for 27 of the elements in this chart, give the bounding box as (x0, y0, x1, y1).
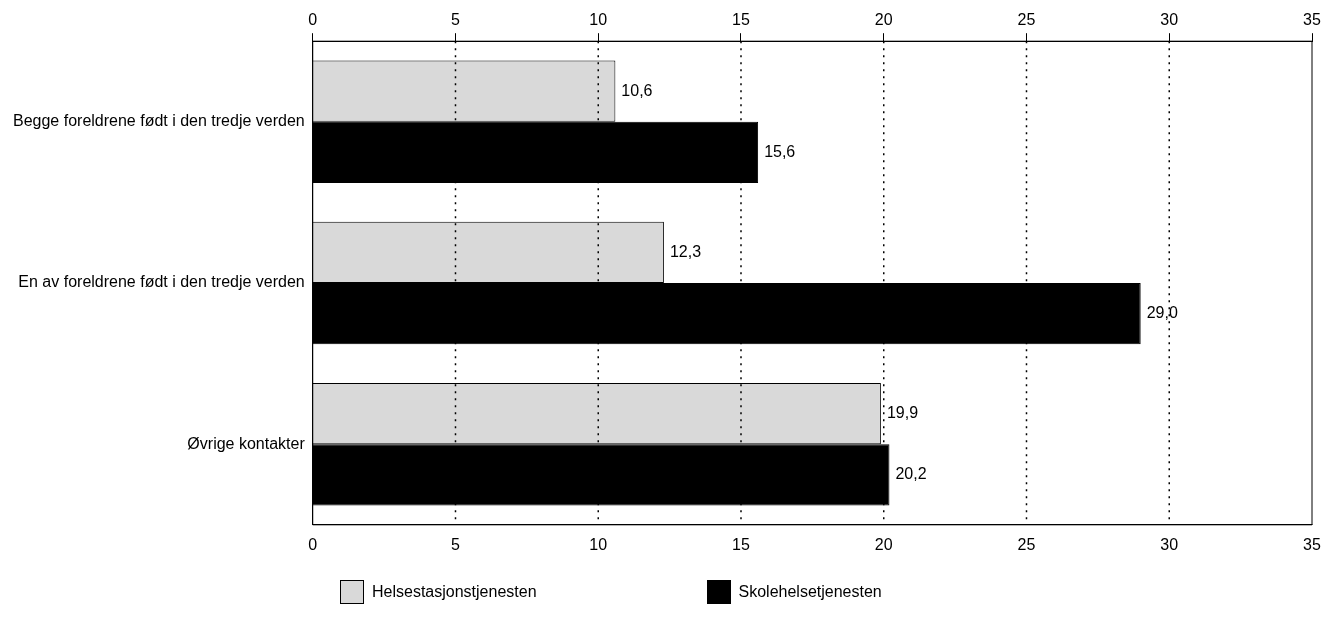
x-tick-label: 25 (1017, 11, 1036, 29)
x2-tick-label: 20 (874, 535, 893, 553)
data-label: 15,6 (764, 142, 796, 160)
data-label: 19,9 (886, 403, 919, 421)
data-label: 29,0 (1146, 304, 1178, 322)
x2-tick-label: 5 (451, 535, 461, 553)
x2-tick-label: 30 (1160, 535, 1179, 553)
legend-label: Skolehelsetjenesten (738, 583, 882, 601)
x2-tick-label: 25 (1017, 535, 1036, 553)
x2-tick-label: 10 (589, 535, 608, 553)
x2-tick-label: 0 (308, 535, 318, 553)
x-tick-label: 15 (732, 11, 750, 29)
x-tick-label: 5 (451, 11, 461, 29)
x2-tick-label: 15 (732, 535, 750, 553)
y-tick-label: Begge foreldrene født i den tredje verden (12, 112, 305, 130)
legend-label: Helsestasjonstjenesten (372, 583, 537, 601)
x2-tick-label: 35 (1303, 535, 1321, 553)
data-label: 20,2 (895, 465, 927, 483)
x-tick-label: 10 (589, 11, 608, 29)
x-tick-label: 30 (1160, 11, 1179, 29)
y-tick-label: Øvrige kontakter (187, 434, 306, 452)
data-label: 10,6 (621, 81, 653, 99)
x-tick-label: 35 (1303, 11, 1321, 29)
x-tick-label: 20 (874, 11, 893, 29)
x-tick-label: 0 (308, 11, 318, 29)
data-label: 12,3 (669, 242, 702, 260)
y-tick-label: En av foreldrene født i den tredje verden (18, 273, 305, 291)
